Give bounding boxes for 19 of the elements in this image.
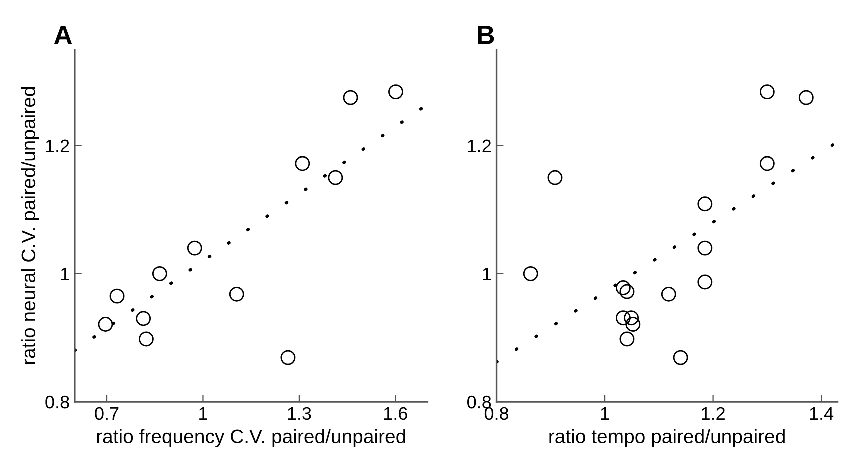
x-tick-label: 0.7 <box>95 407 119 420</box>
x-tick-label: 1.3 <box>288 407 312 420</box>
y-tick-label: 0.8 <box>46 396 70 409</box>
chart-title: B <box>478 26 494 44</box>
y-tick-label: 1 <box>61 268 70 280</box>
y-tick-label: 0.8 <box>468 396 492 409</box>
y-axis-title: ratio neural C.V. paired/unpaired <box>21 88 40 364</box>
x-tick-label: 1.2 <box>702 407 725 420</box>
x-tick-label: 1.6 <box>384 407 408 420</box>
y-tick-label: 1.2 <box>46 140 70 152</box>
x-axis-title: ratio tempo paired/unpaired <box>550 429 785 448</box>
x-tick-label: 1.4 <box>810 408 834 420</box>
y-tick-label: 1.2 <box>468 140 492 152</box>
x-tick-label: 1 <box>200 408 208 420</box>
chart-title: A <box>54 26 72 44</box>
y-tick-label: 1 <box>483 268 492 280</box>
x-tick-label: 0.8 <box>484 407 509 420</box>
x-axis-title: ratio frequency C.V. paired/unpaired <box>97 429 406 448</box>
x-tick-label: 1 <box>601 408 610 420</box>
